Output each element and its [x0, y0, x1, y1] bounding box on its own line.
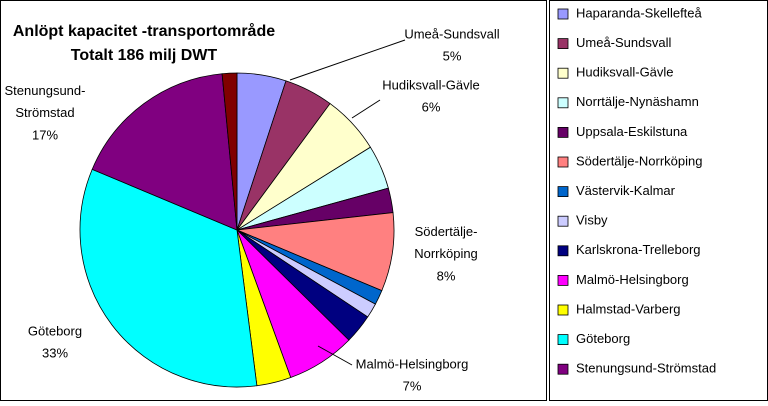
legend-frame	[549, 0, 768, 401]
slice-value-label: 7%	[403, 378, 422, 393]
legend-label: Visby	[576, 213, 608, 228]
legend-label: Karlskrona-Trelleborg	[576, 242, 701, 257]
pie-slice	[79, 168, 258, 388]
legend-label: Södertälje-Norrköping	[576, 153, 702, 168]
slice-label: Umeå-Sundsvall	[404, 26, 499, 41]
leader-line	[351, 99, 381, 119]
legend-swatch	[557, 97, 569, 109]
legend-label: Västervik-Kalmar	[576, 183, 676, 198]
legend-swatch	[557, 67, 569, 79]
legend-swatch	[557, 274, 569, 286]
legend-swatch	[557, 363, 569, 375]
legend-swatch	[557, 8, 569, 20]
slice-value-label: 6%	[422, 99, 441, 114]
title-box	[8, 20, 280, 70]
legend-swatch	[557, 38, 569, 49]
chart-subtitle: Totalt 186 milj DWT	[71, 47, 218, 64]
chart-title: Anlöpt kapacitet -transportområde	[13, 22, 275, 40]
legend-swatch	[557, 304, 569, 316]
legend-swatch	[557, 127, 569, 138]
legend-label: Malmö-Helsingborg	[576, 272, 689, 287]
legend-label: Stenungsund-Strömstad	[576, 361, 716, 376]
pie	[79, 72, 395, 388]
legend-swatch	[557, 215, 569, 227]
legend-label: Norrtälje-Nynäshamn	[576, 94, 699, 109]
legend-label: Haparanda-Skellefteå	[576, 5, 703, 20]
slice-value-label: 33%	[42, 345, 68, 360]
leader-line	[289, 39, 406, 81]
pie-slice	[91, 73, 238, 231]
legend-swatch	[557, 334, 569, 346]
legend-label: Hudiksvall-Gävle	[576, 65, 674, 80]
legend-label: Göteborg	[576, 331, 630, 346]
legend-swatch	[557, 186, 569, 198]
leader-line	[317, 345, 353, 366]
slice-label: Göteborg	[28, 323, 82, 338]
slice-value-label: 5%	[443, 48, 462, 63]
slice-value-label: 17%	[32, 127, 58, 142]
legend-label: Uppsala-Eskilstuna	[576, 124, 688, 139]
legend-label: Halmstad-Varberg	[576, 301, 681, 316]
legend-swatch	[557, 156, 569, 168]
legend-label: Umeå-Sundsvall	[576, 35, 671, 50]
pie-slice	[221, 72, 238, 231]
slice-value-label: 8%	[437, 268, 456, 283]
legend-swatch	[557, 245, 569, 257]
slice-label: Stenungsund-Strömstad	[5, 83, 86, 120]
slice-label: Södertälje-Norrköping	[414, 224, 478, 261]
slice-label: Hudiksvall-Gävle	[382, 77, 480, 92]
slice-label: Malmö-Helsingborg	[356, 356, 469, 371]
